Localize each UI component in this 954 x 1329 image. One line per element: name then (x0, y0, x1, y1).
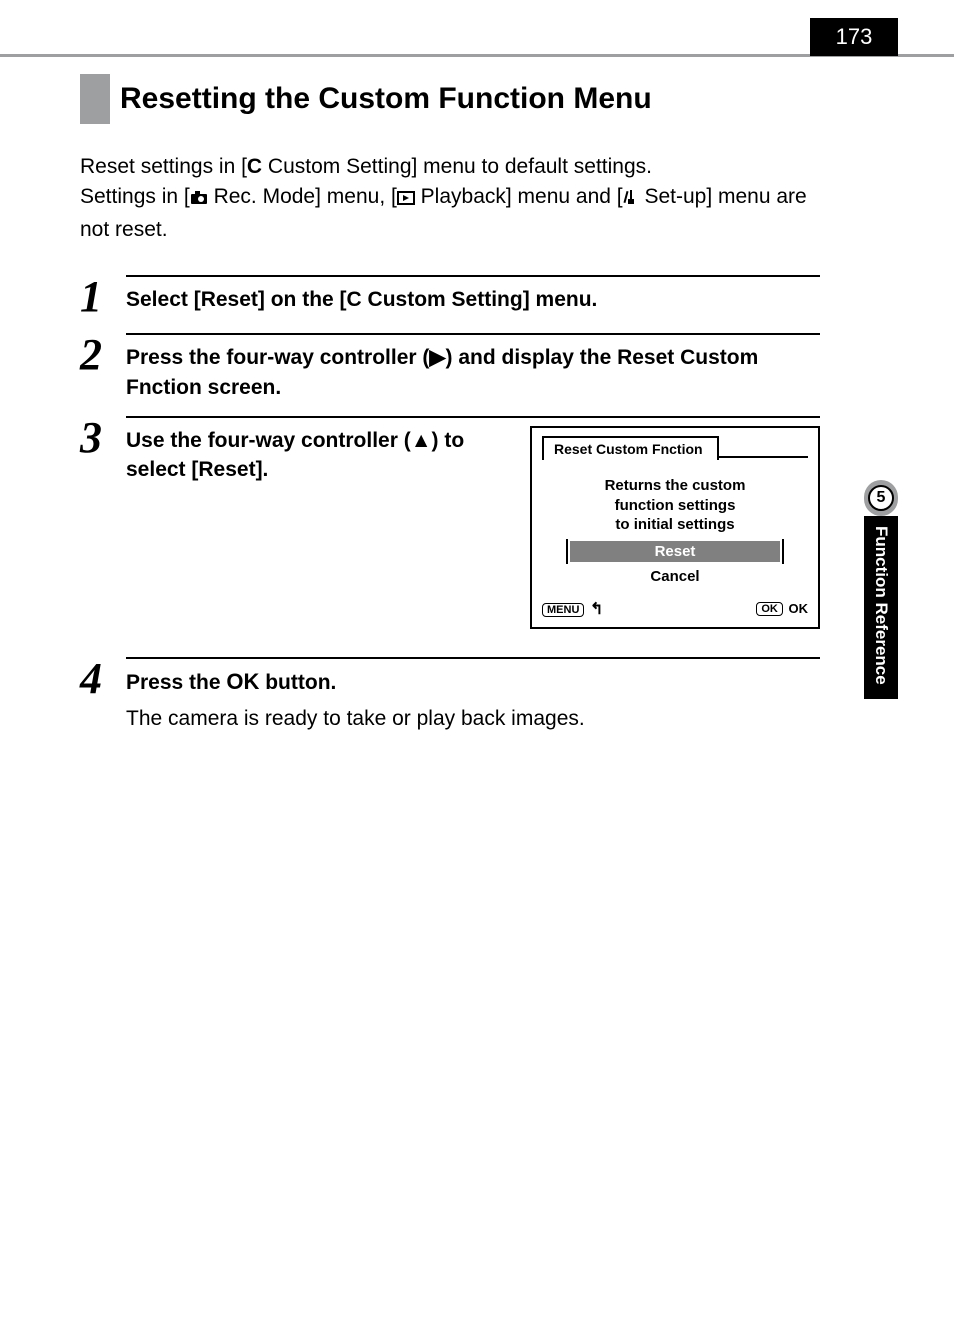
lcd-msg-2: function settings (542, 496, 808, 516)
lcd-footer-right: OK OK (756, 601, 808, 617)
step-4-number: 4 (80, 657, 126, 701)
ok-label: OK (789, 601, 809, 616)
intro-2b: Rec. Mode] menu, [ (208, 185, 397, 208)
step-2: 2 Press the four-way controller (▶) and … (80, 333, 820, 402)
chapter-number: 5 (868, 485, 894, 511)
heading-bar (80, 74, 110, 124)
intro-1b: Custom Setting] menu to default settings… (262, 155, 652, 178)
ok-icon: OK (226, 669, 259, 694)
ok-pill: OK (756, 602, 783, 616)
intro-2c: Playback] menu and [ (415, 185, 623, 208)
back-arrow-icon: ↰ (590, 601, 603, 618)
step-4: 4 Press the OK button. The camera is rea… (80, 657, 820, 732)
intro-1a: Reset settings in [ (80, 155, 247, 178)
play-rect-icon (397, 184, 415, 214)
step-3-head: Use the four-way controller (▲) to selec… (126, 426, 512, 485)
side-label-text: Function Reference (871, 526, 891, 685)
lcd-msg: Returns the custom function settings to … (542, 476, 808, 535)
lcd-msg-1: Returns the custom (542, 476, 808, 496)
lcd-tab-title: Reset Custom Fnction (542, 436, 719, 460)
custom-icon: C (247, 155, 262, 178)
page: 173 5 Function Reference Resetting the C… (0, 0, 954, 1329)
lcd-footer: MENU ↰ OK OK (542, 599, 808, 619)
intro-paragraph: Reset settings in [C Custom Setting] men… (80, 152, 820, 245)
menu-pill: MENU (542, 603, 584, 617)
heading: Resetting the Custom Function Menu (120, 74, 652, 124)
step-1-head: Select [Reset] on the [C Custom Setting]… (126, 285, 820, 314)
tools-icon (623, 184, 639, 214)
steps: 1 Select [Reset] on the [C Custom Settin… (80, 275, 820, 731)
step-3-number: 3 (80, 416, 126, 460)
step-1-body: Select [Reset] on the [C Custom Setting]… (126, 275, 820, 314)
heading-row: Resetting the Custom Function Menu (80, 74, 898, 124)
step-2-number: 2 (80, 333, 126, 377)
lcd-option-cancel[interactable]: Cancel (542, 568, 808, 585)
lcd-option-reset[interactable]: Reset (570, 541, 780, 562)
step-4-text: The camera is ready to take or play back… (126, 707, 820, 731)
page-number: 173 (810, 18, 898, 56)
step-4-head: Press the OK button. (126, 667, 820, 698)
step-4-body: Press the OK button. The camera is ready… (126, 657, 820, 732)
side-label: Function Reference (864, 516, 898, 699)
s1b: Custom Setting] menu. (362, 288, 598, 311)
step-1: 1 Select [Reset] on the [C Custom Settin… (80, 275, 820, 319)
step-3: 3 Use the four-way controller (▲) to sel… (80, 416, 820, 629)
chapter-chip: 5 (864, 480, 898, 516)
side-tab: 5 Function Reference (864, 480, 898, 699)
step-2-head: Press the four-way controller (▶) and di… (126, 343, 820, 402)
s4b: button. (259, 671, 336, 694)
intro-2a: Settings in [ (80, 185, 190, 208)
camera-icon (190, 184, 208, 214)
s4a: Press the (126, 671, 226, 694)
step-3-body: Use the four-way controller (▲) to selec… (126, 416, 820, 629)
step-2-body: Press the four-way controller (▶) and di… (126, 333, 820, 402)
lcd-screen: Reset Custom Fnction Returns the custom … (530, 426, 820, 629)
lcd-footer-left: MENU ↰ (542, 599, 603, 619)
custom-icon: C (347, 288, 362, 311)
lcd-msg-3: to initial settings (542, 515, 808, 535)
step-1-number: 1 (80, 275, 126, 319)
s1a: Select [Reset] on the [ (126, 288, 347, 311)
